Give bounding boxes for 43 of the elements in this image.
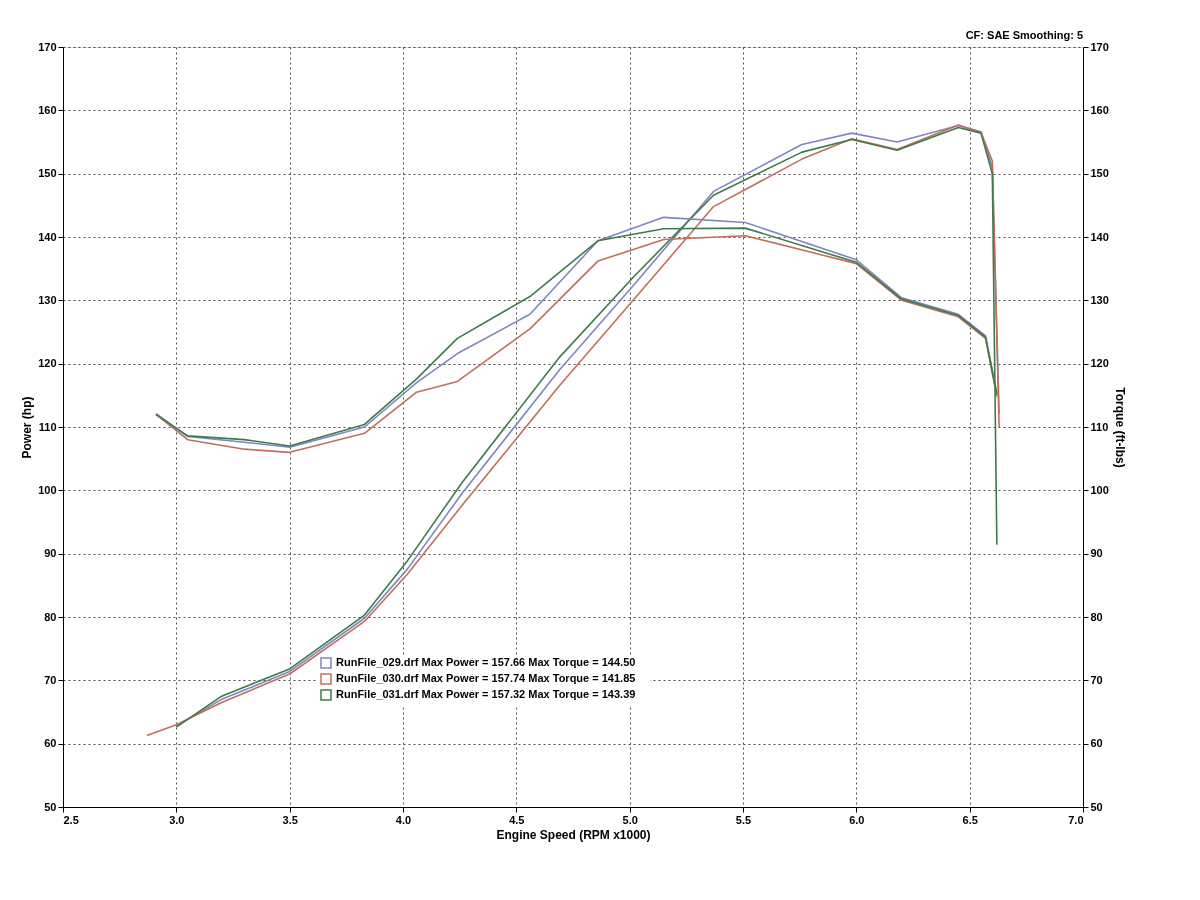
y-tick-label: 100 [38, 483, 57, 496]
x-axis-title: Engine Speed (RPM x1000) [496, 827, 651, 842]
y2-axis-title: Torque (ft-lbs) [1112, 387, 1127, 468]
x-tick-label: 3.5 [282, 813, 298, 826]
text: CF: SAE Smoothing: 5 [965, 29, 1083, 41]
y-tick-label: 140 [38, 230, 57, 243]
y-tick-label: 130 [38, 293, 57, 306]
y2-tick-label: 110 [1090, 420, 1109, 433]
y2-tick-label: 170 [1090, 40, 1109, 53]
x-tick-label: 7.0 [1068, 813, 1084, 826]
y-axis-title: Power (hp) [20, 396, 35, 459]
y-tick-label: 170 [38, 40, 57, 53]
y-tick-label: 150 [38, 167, 57, 180]
x-tick-label: 2.5 [63, 813, 79, 826]
x-tick-label: 6.0 [849, 813, 865, 826]
y-tick-label: 110 [38, 420, 57, 433]
y2-tick-label: 150 [1090, 167, 1109, 180]
legend-label: RunFile_029.drf Max Power = 157.66 Max Torque = 144.50 [336, 656, 636, 668]
y-tick-label: 70 [44, 673, 57, 686]
x-tick-label: 4.5 [509, 813, 525, 826]
legend-label: RunFile_030.drf Max Power = 157.74 Max Torque = 141.85 [336, 672, 636, 684]
y-tick-label: 120 [38, 357, 57, 370]
y2-tick-label: 90 [1090, 547, 1103, 560]
y2-tick-label: 80 [1090, 610, 1103, 623]
y2-tick-label: 50 [1090, 800, 1103, 813]
y2-tick-label: 130 [1090, 293, 1109, 306]
x-tick-label: 5.5 [735, 813, 752, 826]
y2-tick-label: 160 [1090, 103, 1109, 116]
y-tick-label: 80 [44, 610, 57, 623]
y-tick-label: 90 [44, 547, 57, 560]
y2-tick-label: 120 [1090, 357, 1109, 370]
x-tick-label: 6.5 [962, 813, 978, 826]
y-tick-label: 60 [44, 737, 57, 750]
y-tick-label: 160 [38, 103, 57, 116]
y2-tick-label: 140 [1090, 230, 1109, 243]
y-tick-label: 50 [44, 800, 57, 813]
x-tick-label: 5.0 [622, 813, 638, 826]
y2-tick-label: 70 [1090, 673, 1103, 686]
x-tick-label: 3.0 [169, 813, 185, 826]
y2-tick-label: 100 [1090, 483, 1109, 496]
y2-tick-label: 60 [1090, 737, 1103, 750]
legend-label: RunFile_031.drf Max Power = 157.32 Max Torque = 143.39 [336, 688, 636, 700]
x-tick-label: 4.0 [395, 813, 412, 826]
